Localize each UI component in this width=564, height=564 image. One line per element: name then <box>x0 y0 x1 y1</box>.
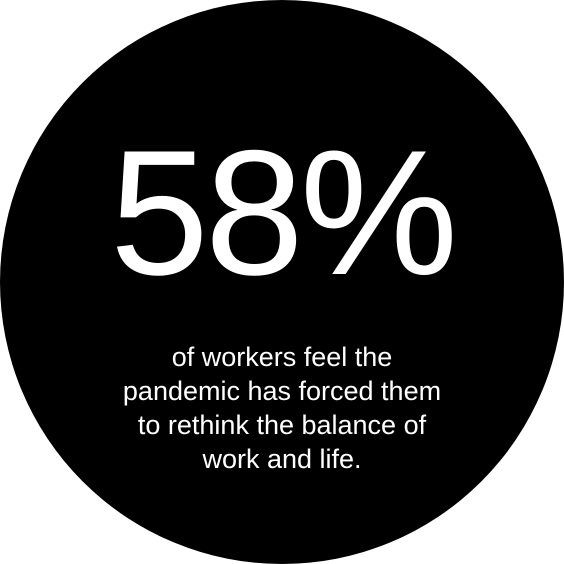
caption-line: pandemic has forced them <box>122 376 442 406</box>
stat-value: 58% <box>109 113 458 312</box>
stat-caption: of workers feel the pandemic has forced … <box>72 340 492 476</box>
caption-line: to rethink the balance of <box>137 410 427 440</box>
caption-line: work and life. <box>202 444 362 474</box>
caption-line: of workers feel the <box>171 342 393 372</box>
